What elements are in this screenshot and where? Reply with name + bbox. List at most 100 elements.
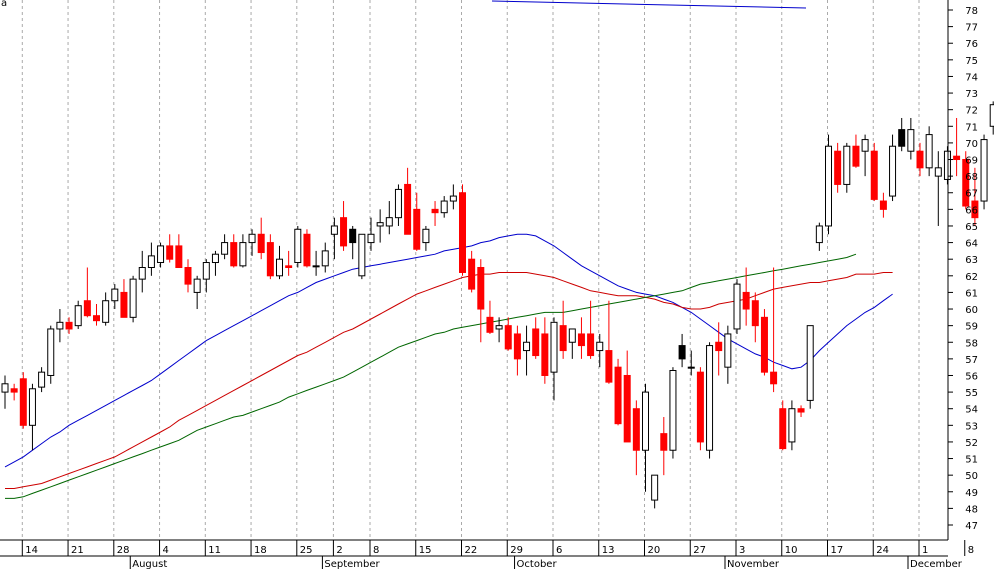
candle bbox=[221, 234, 229, 260]
candle bbox=[843, 142, 851, 193]
x-tick-label: 1 bbox=[922, 545, 928, 556]
y-tick-label: 71 bbox=[965, 122, 978, 133]
y-tick-label: 50 bbox=[965, 471, 978, 482]
candle bbox=[211, 250, 219, 276]
candle bbox=[760, 309, 768, 376]
candle bbox=[550, 317, 558, 401]
candle bbox=[440, 196, 448, 218]
candle-body bbox=[257, 233, 265, 254]
candle bbox=[413, 192, 421, 251]
y-tick-label: 77 bbox=[965, 23, 978, 34]
candle-body bbox=[285, 265, 293, 269]
candle-body bbox=[28, 388, 36, 426]
candle-body bbox=[477, 267, 485, 310]
candle bbox=[706, 342, 714, 459]
candle-body bbox=[953, 155, 961, 161]
candle-body bbox=[596, 341, 604, 352]
candle-body bbox=[687, 366, 695, 369]
y-axis-labels: 47 48 49 50 51 52 53 54 55 56 57 58 59 60 61 62 63 64 65 66… bbox=[948, 6, 978, 532]
candle-body bbox=[340, 217, 348, 247]
candle-body bbox=[221, 242, 229, 255]
candle-body bbox=[770, 371, 778, 385]
y-tick-label: 49 bbox=[965, 488, 978, 499]
candle bbox=[733, 279, 741, 334]
candle bbox=[870, 142, 878, 202]
candle bbox=[1, 375, 9, 409]
candle-body bbox=[751, 300, 759, 327]
x-tick-label: 8 bbox=[968, 545, 974, 556]
candle-body bbox=[715, 341, 723, 352]
y-tick-label: 72 bbox=[965, 106, 978, 117]
candle-body bbox=[852, 145, 860, 167]
candle-body bbox=[971, 200, 979, 219]
y-tick-label: 73 bbox=[965, 89, 978, 100]
candle bbox=[157, 242, 165, 268]
candle-body bbox=[459, 192, 466, 273]
candle-body bbox=[696, 371, 704, 443]
x-tick-label: 24 bbox=[876, 545, 889, 556]
y-tick-label: 62 bbox=[965, 272, 978, 283]
candle-body bbox=[632, 408, 640, 451]
candle-body bbox=[211, 253, 219, 264]
candle-body bbox=[669, 370, 677, 451]
candle bbox=[166, 234, 174, 263]
candle bbox=[724, 325, 732, 384]
candle-body bbox=[129, 278, 137, 318]
candle-body bbox=[468, 258, 476, 290]
candle bbox=[953, 117, 961, 177]
x-tick-label: 27 bbox=[693, 545, 706, 556]
candle-body bbox=[962, 159, 970, 207]
candle bbox=[486, 300, 494, 334]
candle bbox=[577, 317, 585, 359]
candle bbox=[138, 250, 146, 293]
y-tick-label: 61 bbox=[965, 288, 978, 299]
candle-body bbox=[760, 316, 768, 373]
candle-body bbox=[907, 129, 915, 152]
candle-body bbox=[147, 255, 155, 269]
candle bbox=[879, 192, 887, 218]
candle bbox=[907, 117, 915, 160]
candle-body bbox=[724, 333, 732, 368]
candle bbox=[248, 229, 256, 256]
candle-body bbox=[157, 245, 165, 264]
candle-body bbox=[614, 366, 622, 425]
ma-line-green bbox=[5, 253, 857, 499]
y-tick-label: 56 bbox=[965, 371, 978, 382]
candle bbox=[230, 234, 238, 268]
candle-body bbox=[1, 383, 9, 393]
candle bbox=[312, 250, 320, 276]
candle-body bbox=[83, 300, 91, 317]
candle-body bbox=[797, 408, 805, 413]
candle bbox=[376, 209, 384, 243]
candle bbox=[358, 233, 366, 280]
candle-body bbox=[394, 188, 402, 219]
candle-body bbox=[65, 321, 73, 330]
candle bbox=[779, 400, 787, 451]
candle bbox=[632, 400, 640, 476]
y-tick-label: 74 bbox=[965, 72, 978, 83]
candle bbox=[962, 151, 970, 210]
x-tick-label: 15 bbox=[419, 545, 432, 556]
candle-body bbox=[120, 291, 128, 318]
candle-body bbox=[623, 374, 631, 443]
candle-body bbox=[111, 288, 119, 302]
candle-body bbox=[916, 150, 924, 169]
y-tick-label: 63 bbox=[965, 255, 978, 266]
candle bbox=[385, 201, 393, 235]
candle bbox=[404, 167, 412, 235]
x-tick-label: 29 bbox=[510, 545, 523, 556]
candle-body bbox=[74, 305, 82, 327]
candle-body bbox=[532, 328, 540, 357]
candle bbox=[468, 250, 476, 293]
candle-body bbox=[706, 345, 714, 451]
candle-body bbox=[870, 150, 878, 200]
candle bbox=[276, 245, 283, 280]
month-label: November bbox=[727, 559, 780, 569]
x-tick-label: 17 bbox=[831, 545, 844, 556]
candle-body bbox=[568, 328, 576, 343]
candle bbox=[367, 217, 375, 251]
y-tick-label: 48 bbox=[965, 504, 978, 515]
month-label: September bbox=[324, 559, 380, 569]
candle-body bbox=[605, 350, 613, 383]
